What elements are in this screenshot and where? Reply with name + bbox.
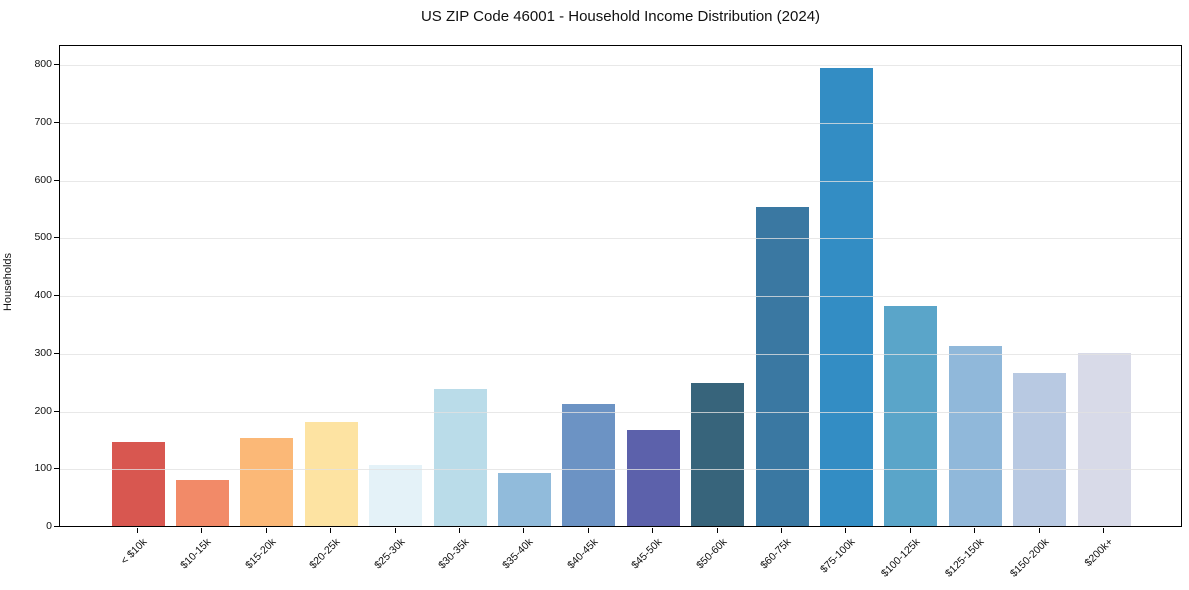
- plot-area: [59, 45, 1182, 527]
- x-tick-label: $50-60k: [694, 536, 730, 572]
- x-tick-label: $60-75k: [758, 536, 794, 572]
- x-tick-label: < $10k: [118, 536, 150, 567]
- x-tick-mark: [330, 528, 331, 533]
- x-tick-mark: [910, 528, 911, 533]
- bar-$20-25k: [305, 422, 358, 526]
- x-tick-label: $75-100k: [818, 536, 858, 576]
- x-tick-mark: [1103, 528, 1104, 533]
- x-tick-mark: [717, 528, 718, 533]
- x-tick-label: $10-15k: [178, 536, 214, 572]
- bar-$100-125k: [884, 306, 937, 526]
- x-tick-mark: [395, 528, 396, 533]
- y-tick-label: 100: [34, 462, 52, 474]
- y-tick-label: 700: [34, 116, 52, 128]
- gridline-800: [60, 65, 1181, 66]
- bar-$25-30k: [369, 465, 422, 526]
- bar-$30-35k: [434, 389, 487, 526]
- bar-$35-40k: [498, 473, 551, 526]
- x-tick-mark: [588, 528, 589, 533]
- y-tick-mark: [54, 353, 59, 354]
- bar-$50-60k: [691, 383, 744, 526]
- y-tick-label: 0: [46, 520, 52, 532]
- x-tick-label: $35-40k: [500, 536, 536, 572]
- gridline-700: [60, 123, 1181, 124]
- y-tick-label: 400: [34, 289, 52, 301]
- x-tick-mark: [781, 528, 782, 533]
- x-tick-label: $30-35k: [436, 536, 472, 572]
- chart-title: US ZIP Code 46001 - Household Income Dis…: [420, 8, 821, 25]
- gridline-100: [60, 469, 1181, 470]
- bar-$200k+: [1078, 353, 1131, 526]
- y-tick-mark: [54, 237, 59, 238]
- bar-$15-20k: [240, 438, 293, 526]
- y-tick-label: 600: [34, 174, 52, 186]
- x-tick-label: $20-25k: [307, 536, 343, 572]
- y-tick-mark: [54, 64, 59, 65]
- y-tick-label: 500: [34, 231, 52, 243]
- gridline-600: [60, 181, 1181, 182]
- x-tick-label: $150-200k: [1007, 536, 1052, 580]
- x-tick-label: $25-30k: [372, 536, 408, 572]
- y-tick-mark: [54, 526, 59, 527]
- y-tick-mark: [54, 295, 59, 296]
- bar-$60-75k: [756, 207, 809, 526]
- x-tick-mark: [974, 528, 975, 533]
- bar-$10-15k: [176, 480, 229, 526]
- bar-$150-200k: [1013, 373, 1066, 526]
- y-tick-mark: [54, 468, 59, 469]
- y-tick-label: 200: [34, 405, 52, 417]
- x-tick-mark: [652, 528, 653, 533]
- x-tick-label: $15-20k: [243, 536, 279, 572]
- bar-$40-45k: [562, 404, 615, 526]
- x-tick-mark: [523, 528, 524, 533]
- x-tick-label: $40-45k: [565, 536, 601, 572]
- y-tick-mark: [54, 122, 59, 123]
- y-tick-label: 800: [34, 58, 52, 70]
- y-axis-label: Households: [2, 252, 14, 312]
- bar-$75-100k: [820, 68, 873, 526]
- bar-$45-50k: [627, 430, 680, 526]
- x-tick-mark: [1039, 528, 1040, 533]
- x-tick-label: $100-125k: [878, 536, 923, 580]
- y-tick-mark: [54, 180, 59, 181]
- bar-$125-150k: [949, 346, 1002, 526]
- x-tick-mark: [137, 528, 138, 533]
- gridline-500: [60, 238, 1181, 239]
- gridline-300: [60, 354, 1181, 355]
- x-tick-mark: [845, 528, 846, 533]
- gridline-400: [60, 296, 1181, 297]
- gridline-200: [60, 412, 1181, 413]
- x-tick-label: $125-150k: [942, 536, 987, 580]
- y-tick-label: 300: [34, 347, 52, 359]
- x-tick-mark: [201, 528, 202, 533]
- x-tick-label: $200k+: [1082, 536, 1116, 570]
- bar-< $10k: [112, 442, 165, 526]
- x-tick-label: $45-50k: [629, 536, 665, 572]
- x-tick-mark: [266, 528, 267, 533]
- y-tick-mark: [54, 411, 59, 412]
- x-tick-mark: [459, 528, 460, 533]
